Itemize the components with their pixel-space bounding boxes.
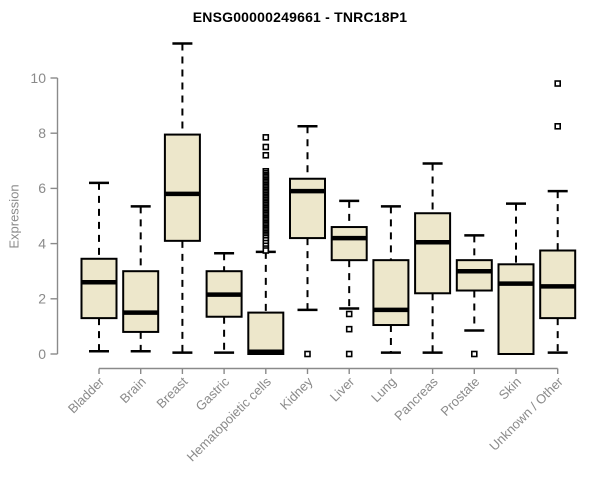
x-tick-label: Gastric: [193, 374, 233, 414]
y-axis: 0 2 4 6 8 10: [30, 70, 59, 362]
box-prostate: [455, 234, 493, 358]
outlier-point: [304, 350, 311, 358]
y-tick-label: 10: [30, 70, 46, 86]
outlier-point: [262, 151, 270, 159]
box-hematopoietic-cells: [247, 134, 285, 356]
box-bladder: [80, 181, 118, 353]
outlier-point: [262, 134, 270, 141]
box-brain: [122, 205, 160, 353]
box-liver: [330, 199, 368, 358]
outlier-point: [345, 310, 353, 318]
box-unknown-other: [539, 80, 577, 354]
iqr-box: [414, 212, 452, 295]
outlier-point: [262, 143, 270, 151]
x-tick-label: Pancreas: [391, 374, 441, 424]
box-skin: [497, 202, 535, 355]
outlier-point: [470, 350, 478, 358]
outlier-point: [262, 247, 270, 254]
y-tick-label: 4: [38, 235, 46, 251]
iqr-box: [80, 257, 118, 320]
iqr-box: [330, 226, 368, 262]
iqr-box: [122, 270, 160, 333]
iqr-box: [247, 311, 285, 356]
y-tick-label: 0: [38, 346, 46, 362]
iqr-box: [372, 259, 410, 327]
x-tick-label: Bladder: [65, 374, 108, 417]
iqr-box: [289, 177, 326, 240]
x-tick-label: Breast: [153, 374, 190, 411]
box-breast: [163, 42, 201, 354]
iqr-box: [455, 259, 493, 292]
y-tick-label: 6: [38, 180, 46, 196]
x-tick-label: Liver: [327, 374, 358, 405]
outlier-point: [554, 80, 562, 87]
outlier-point: [345, 325, 353, 333]
x-tick-label: Skin: [496, 374, 524, 402]
x-tick-label: Prostate: [438, 374, 483, 419]
box-gastric: [205, 252, 243, 354]
box-lung: [372, 205, 410, 354]
iqr-box: [163, 133, 201, 242]
x-tick-label: Kidney: [277, 374, 316, 413]
y-tick-label: 8: [38, 125, 46, 141]
outlier-point: [345, 350, 353, 358]
x-tick-label: Brain: [117, 374, 149, 406]
box-kidney: [289, 125, 326, 358]
x-tick-label: Unknown / Other: [486, 374, 566, 454]
y-tick-label: 2: [38, 291, 46, 307]
box-pancreas: [414, 162, 452, 354]
iqr-box: [497, 263, 535, 355]
chart-title: ENSG00000249661 - TNRC18P1: [192, 9, 408, 25]
outlier-point: [554, 123, 562, 130]
x-tick-label: Lung: [368, 374, 399, 405]
